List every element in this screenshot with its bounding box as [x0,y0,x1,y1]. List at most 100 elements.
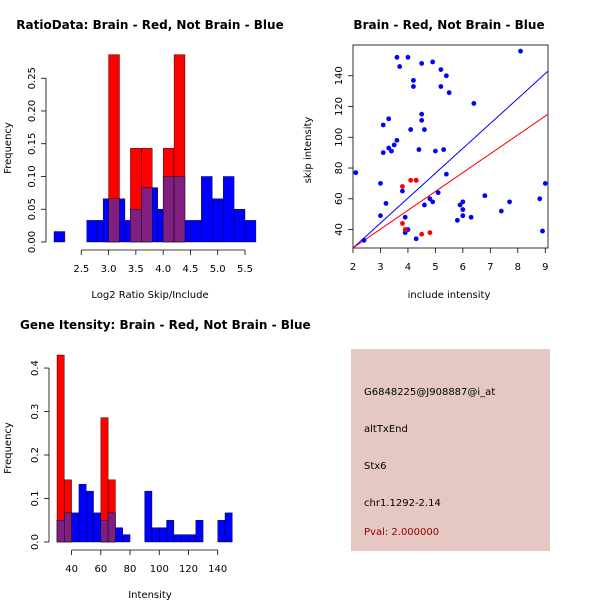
chart2-point-red [400,220,405,226]
chart2-x-tick-label: 5 [432,262,438,273]
chart2-x-tick-label: 3 [377,262,383,273]
chart1-overlap-bar [130,209,142,243]
chart1-y-tick-label: 0.00 [27,231,38,253]
chart3-x-tick-label: 60 [94,564,107,575]
probe-id: G6848225@J908887@i_at [364,387,496,398]
chart1-not-brain-bar [212,198,224,243]
chart3-y-tick-label: 0.3 [30,404,41,420]
chart1-overlap-bar [173,176,186,243]
chart1-y-tick-label: 0.10 [27,165,38,187]
chart3-x-tick-label: 80 [124,564,137,575]
chart2-point-blue [422,202,427,208]
chart3-not-brain-bar [78,483,87,543]
chart3-not-brain-bar [122,534,131,543]
chart2-title: Brain - Red, Not Brain - Blue [353,18,544,32]
chart2-point-blue [460,199,466,205]
chart2-point-blue [394,137,400,143]
chart1-not-brain-bar [201,176,213,243]
chart2-point-blue [540,228,545,234]
chart3-not-brain-bar [217,520,226,543]
chart2-point-blue [432,148,438,154]
chart3-not-brain-bar [224,512,233,543]
chart2-point-blue [416,147,422,152]
chart2-point-blue [411,84,416,89]
chart2-x-tick-label: 2 [350,262,356,273]
chart2-point-blue [430,59,436,65]
chart2-point-blue [383,201,389,206]
chart2-x-tick-label: 8 [515,262,521,273]
chart2-point-blue [435,190,441,196]
chart3-xlabel: Intensity [128,590,172,600]
chart2-point-blue [402,214,408,220]
chart2-x-tick-label: 6 [460,262,466,273]
chart2-point-blue [542,181,548,186]
chart2-point-blue [438,67,444,73]
chart2-point-red [408,177,414,183]
chart1-y-tick-label: 0.25 [27,67,38,89]
chart3-not-brain-bar [86,490,94,543]
chart1-x-tick-label: 4.5 [182,264,198,275]
chart2-point-blue [457,202,463,208]
chart2-ylabel: skip intensity [303,117,314,184]
chart2-point-blue [482,193,488,199]
chart2-x-tick-label: 7 [487,262,493,273]
chart2-fit-line-blue [352,70,549,249]
chart2-point-blue [380,150,386,156]
chart2-point-blue [419,61,425,66]
chart2-point-blue [507,199,512,205]
chart2-point-blue [441,147,447,152]
gene-name: Stx6 [364,461,387,472]
chart2-y-tick-label: 40 [334,223,345,236]
chart2-point-red [402,227,408,232]
pval-text: Pval: 2.000000 [364,527,440,538]
chart2-point-blue [427,196,433,202]
chart3-overlap-bar [107,512,116,543]
chart3-y-tick-label: 0.1 [30,491,41,507]
chart2-point-blue [443,171,449,177]
chart1-x-tick-label: 4.0 [155,264,171,275]
chart2-point-blue [386,145,392,151]
chart2-xlabel: include intensity [408,290,491,301]
chart2-point-blue [498,208,504,214]
chart1-overlap-bar [162,176,175,243]
chart2-point-blue [400,188,405,194]
chart1-not-brain-bar [86,220,98,243]
chart3-not-brain-bar [180,534,189,543]
chart2-point-blue [391,142,397,148]
chart2-point-blue [405,54,411,60]
chart2-point-blue [537,196,543,202]
chart3-x-tick-label: 120 [179,564,198,575]
chart1-not-brain-bar [190,220,202,243]
chart3-brain-bar [56,354,65,543]
chart2-y-tick-label: 80 [334,162,345,175]
chart2-point-blue [361,237,367,243]
chart3-not-brain-bar [71,512,80,543]
chart2-point-blue [443,73,449,79]
chart1-not-brain-bar [222,176,235,243]
chart3-not-brain-bar [151,527,160,543]
chart3-title: Gene Itensity: Brain - Red, Not Brain - … [20,318,311,332]
chart2-point-blue [397,64,403,69]
chart1-x-tick-label: 3.0 [101,264,117,275]
chart1-x-tick-label: 3.5 [128,264,144,275]
chart3-overlap-bar [100,520,109,543]
chart2-point-blue [460,207,466,212]
chart3-not-brain-bar [188,534,196,543]
chart2-x-tick-label: 9 [542,262,548,273]
chart2-point-blue [394,54,400,60]
chart2-point-blue [454,217,460,223]
chart1-y-tick-label: 0.20 [27,100,38,122]
chart2-point-blue [353,170,359,176]
chart1-x-tick-label: 5.0 [210,264,226,275]
chart2-fit-line-red [352,113,549,249]
chart2-point-blue [408,127,414,132]
chart2-point-blue [471,101,477,106]
chart2-point-red [419,231,425,237]
chart2-x-tick-label: 4 [405,262,411,273]
chart2-point-blue [438,84,444,89]
chart2-point-blue [380,122,386,128]
chart3-y-tick-label: 0.0 [30,534,41,550]
chart2-point-blue [419,111,425,117]
